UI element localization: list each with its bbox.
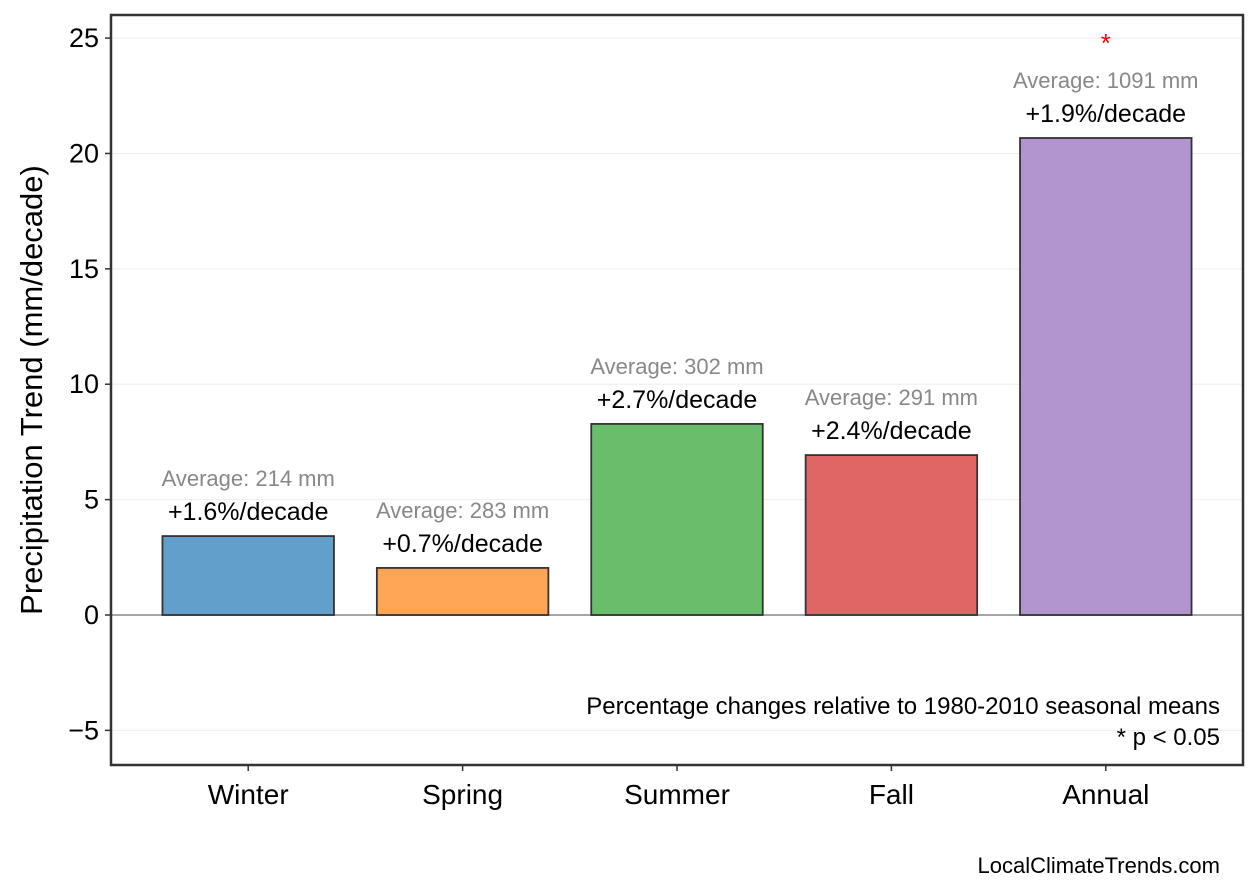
y-tick-label: 15 bbox=[69, 254, 99, 284]
y-axis-label: Precipitation Trend (mm/decade) bbox=[14, 165, 49, 615]
average-label: Average: 283 mm bbox=[376, 498, 549, 523]
note-percentage: Percentage changes relative to 1980-2010… bbox=[586, 693, 1220, 720]
bar-summer bbox=[590, 423, 764, 616]
bars: +1.6%/decade Average: 214 mm +0.7%/decade A… bbox=[161, 28, 1199, 616]
y-tick-label: 0 bbox=[84, 600, 99, 630]
x-tick-label: Winter bbox=[208, 779, 289, 810]
y-tick-label: 25 bbox=[69, 23, 99, 53]
bar-annual bbox=[1019, 137, 1193, 616]
bar-spring bbox=[375, 567, 550, 616]
x-axis: Winter Spring Summer Fall Annual bbox=[208, 765, 1149, 810]
average-label: Average: 1091 mm bbox=[1013, 68, 1198, 93]
x-tick-label: Annual bbox=[1062, 779, 1149, 810]
average-label: Average: 302 mm bbox=[590, 354, 763, 379]
bar-fall bbox=[804, 454, 979, 616]
y-tick-label: 5 bbox=[84, 485, 99, 515]
significance-marker: * bbox=[1101, 28, 1111, 58]
y-axis: −5 0 5 10 15 20 25 bbox=[68, 23, 111, 745]
percent-label: +2.7%/decade bbox=[597, 386, 758, 414]
percent-label: +0.7%/decade bbox=[382, 530, 543, 558]
x-tick-label: Spring bbox=[422, 779, 503, 810]
y-tick-label: −5 bbox=[68, 715, 99, 745]
y-tick-label: 10 bbox=[69, 369, 99, 399]
x-tick-label: Summer bbox=[624, 779, 730, 810]
percent-label: +1.9%/decade bbox=[1026, 100, 1187, 128]
bar-winter bbox=[161, 535, 335, 616]
percent-label: +2.4%/decade bbox=[811, 417, 972, 445]
credit: LocalClimateTrends.com bbox=[978, 853, 1221, 878]
percent-label: +1.6%/decade bbox=[168, 498, 329, 526]
average-label: Average: 214 mm bbox=[162, 466, 335, 491]
y-tick-label: 20 bbox=[69, 138, 99, 168]
note-significance: * p < 0.05 bbox=[1117, 724, 1220, 751]
average-label: Average: 291 mm bbox=[805, 385, 978, 410]
x-tick-label: Fall bbox=[869, 779, 914, 810]
